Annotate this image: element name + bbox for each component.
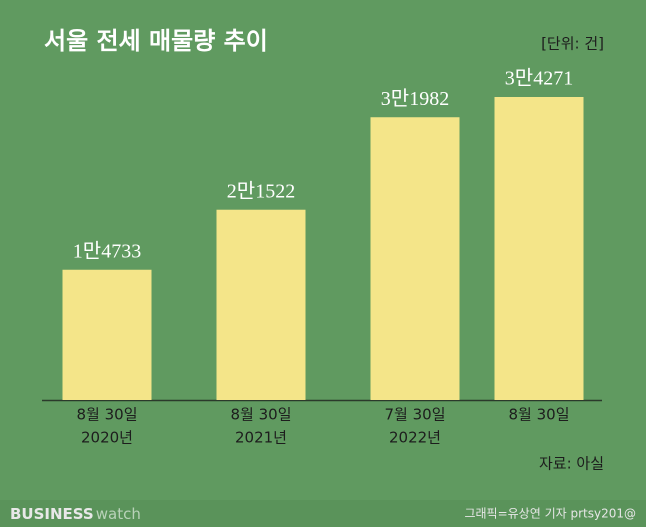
bar [216, 209, 306, 400]
bar [494, 97, 584, 400]
brand: BUSINESS watch [10, 505, 141, 523]
unit-note: [단위: 건] [541, 35, 604, 53]
value-label: 2만1522 [227, 179, 295, 202]
x-tick-label: 8월 30일 [509, 406, 570, 424]
value-label: 1만4733 [73, 239, 141, 262]
chart-title: 서울 전세 매물량 추이 [44, 27, 268, 55]
bar [62, 269, 152, 400]
x-tick-year: 2021년 [235, 429, 287, 447]
value-label: 3만4271 [505, 67, 573, 90]
footer-strip [0, 500, 646, 527]
x-tick-year: 2020년 [81, 429, 133, 447]
brand-bold: BUSINESS [10, 505, 94, 523]
x-tick-label: 7월 30일 [385, 406, 446, 424]
bar [370, 117, 460, 400]
credit: 그래픽=유상연 기자 prtsy201@ [464, 507, 636, 521]
brand-light: watch [96, 505, 141, 523]
value-label: 3만1982 [381, 87, 449, 110]
x-tick-year: 2022년 [389, 429, 441, 447]
x-tick-label: 8월 30일 [231, 406, 292, 424]
x-tick-label: 8월 30일 [77, 406, 138, 424]
source: 자료: 아실 [539, 455, 604, 473]
